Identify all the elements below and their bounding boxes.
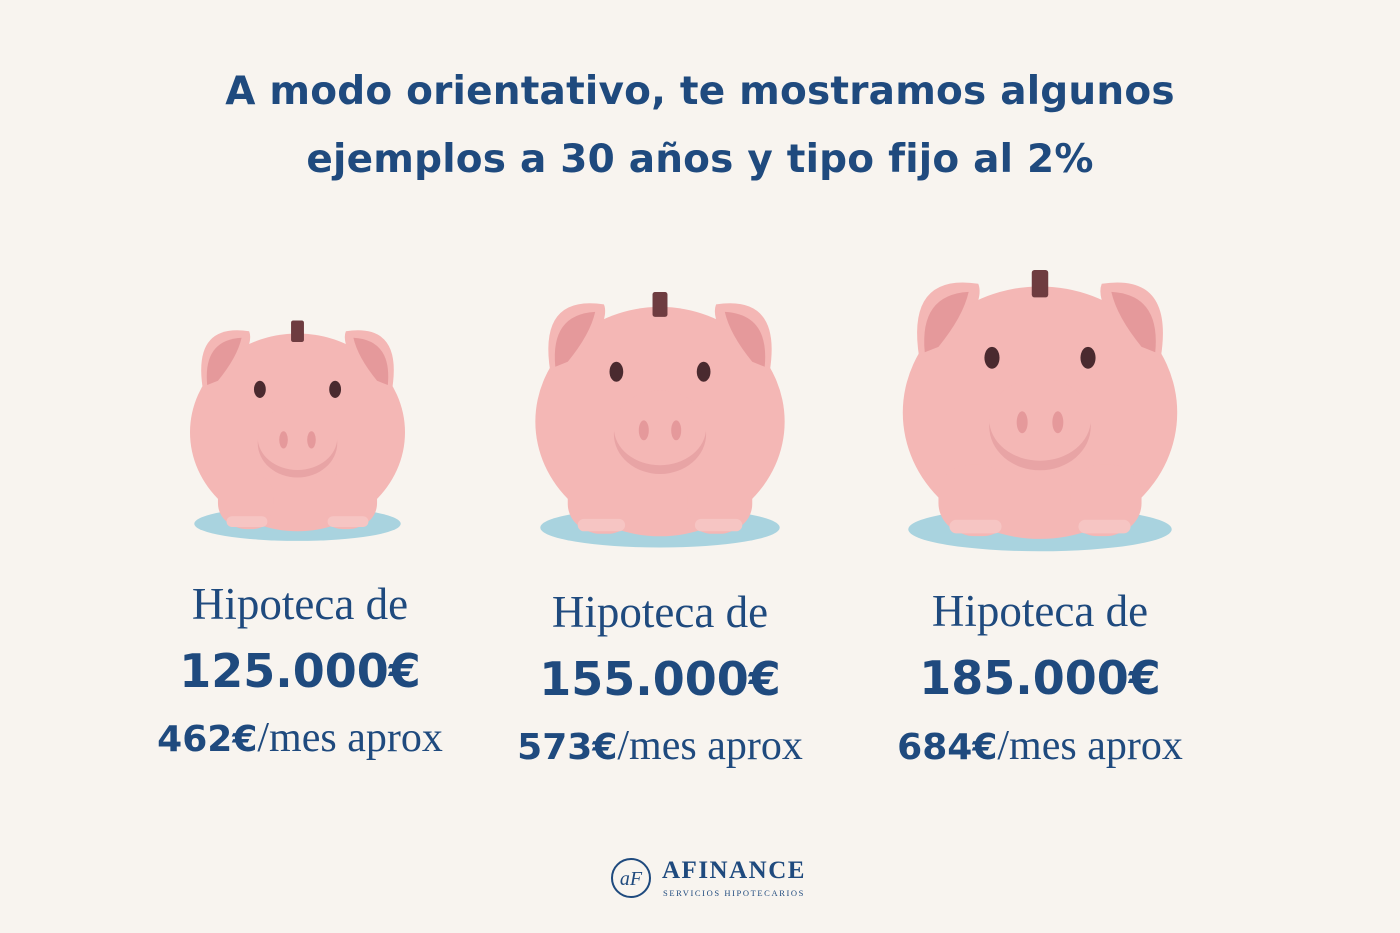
piggy-bank-icon [902,269,1178,552]
mortgage-label: Hipoteca de [931,586,1149,636]
mortgage-label: Hipoteca de [191,579,409,629]
title-line-2: ejemplos a 30 años y tipo fijo al 2% [306,137,1094,182]
monthly-payment-suffix: /mes aprox [997,723,1183,769]
mortgage-amount: 185.000€ [919,651,1161,705]
piggy-bank-icon [535,291,785,548]
title-line-1: A modo orientativo, te mostramos algunos [225,69,1175,114]
mortgage-label: Hipoteca de [551,587,769,637]
example-card-1: Hipoteca de 125.000€ 462€/mes aprox [140,300,460,780]
monthly-payment-suffix: /mes aprox [617,723,803,769]
afinance-logo-icon: aF [611,858,651,898]
mortgage-amount: 155.000€ [539,652,781,706]
monthly-payment-value: 684€ [897,727,998,768]
brand-name: AFINANCE [662,857,806,884]
example-card-3: Hipoteca de 185.000€ 684€/mes aprox [880,255,1200,780]
monthly-payment-value: 462€ [157,719,258,760]
monthly-payment-value: 573€ [517,727,618,768]
mortgage-amount: 125.000€ [179,644,421,698]
piggy-bank-icon [190,320,405,541]
brand-logo: aF AFINANCE SERVICIOS HIPOTECARIOS [610,855,830,905]
monthly-payment-suffix: /mes aprox [257,715,443,761]
monthly-payment: 684€/mes aprox [880,722,1200,770]
example-card-2: Hipoteca de 155.000€ 573€/mes aprox [500,280,820,780]
logo-mark-text: aF [620,868,643,890]
monthly-payment: 573€/mes aprox [500,722,820,770]
monthly-payment: 462€/mes aprox [140,714,460,762]
page-title: A modo orientativo, te mostramos algunos… [0,58,1400,194]
brand-tagline: SERVICIOS HIPOTECARIOS [663,888,805,898]
